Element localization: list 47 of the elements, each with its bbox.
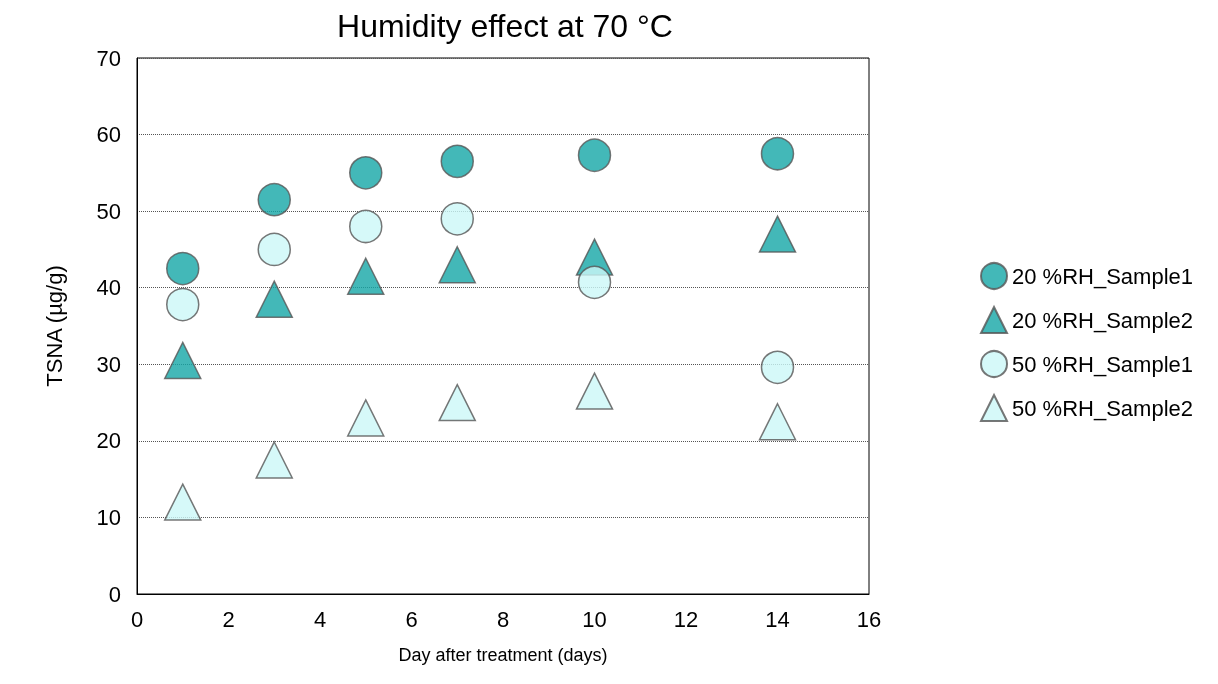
point [760, 136, 795, 171]
x-tick-label: 12 [673, 606, 699, 632]
point [440, 202, 474, 236]
x-tick-label: 10 [582, 606, 607, 632]
x-tick-label: 0 [130, 606, 144, 632]
point [164, 341, 202, 380]
point [257, 232, 291, 267]
x-tick-label: 2 [222, 606, 235, 632]
point [440, 144, 474, 179]
point [164, 483, 202, 521]
legend-label: 50 %RH_Sample2 [1012, 395, 1193, 421]
y-tick-label: 20 [96, 428, 121, 454]
point [347, 399, 385, 437]
point [347, 257, 385, 295]
chart-title: Humidity effect at 70 °C [337, 8, 673, 44]
point [257, 182, 291, 217]
point [349, 209, 383, 244]
point [758, 215, 797, 253]
point [255, 280, 293, 318]
point [166, 287, 200, 322]
x-tick-label: 6 [405, 606, 418, 632]
y-tick-label: 10 [96, 504, 121, 530]
y-tick-label: 70 [96, 45, 121, 71]
y-tick-label: 50 [96, 198, 121, 224]
point [438, 383, 476, 422]
x-axis-title: Day after treatment (days) [398, 645, 608, 665]
x-tick-label: 4 [313, 606, 327, 632]
x-tick-label: 8 [496, 606, 510, 632]
point [577, 265, 612, 300]
point [577, 138, 612, 172]
x-tick-label: 16 [856, 606, 882, 632]
point [438, 245, 476, 284]
point [575, 372, 614, 410]
y-tick-label: 40 [96, 275, 121, 301]
y-tick-label: 60 [96, 122, 121, 148]
y-tick-label: 0 [108, 581, 121, 607]
x-tick-label: 14 [765, 606, 790, 632]
point [255, 441, 293, 479]
legend-label: 20 %RH_Sample2 [1012, 307, 1193, 333]
point [166, 251, 200, 286]
point [758, 402, 797, 441]
point [760, 350, 795, 385]
y-axis-title: TSNA (µg/g) [41, 265, 67, 387]
point [349, 156, 383, 190]
y-tick-label: 30 [96, 351, 121, 377]
legend-label: 50 %RH_Sample1 [1012, 351, 1193, 377]
legend-label: 20 %RH_Sample1 [1012, 263, 1193, 289]
